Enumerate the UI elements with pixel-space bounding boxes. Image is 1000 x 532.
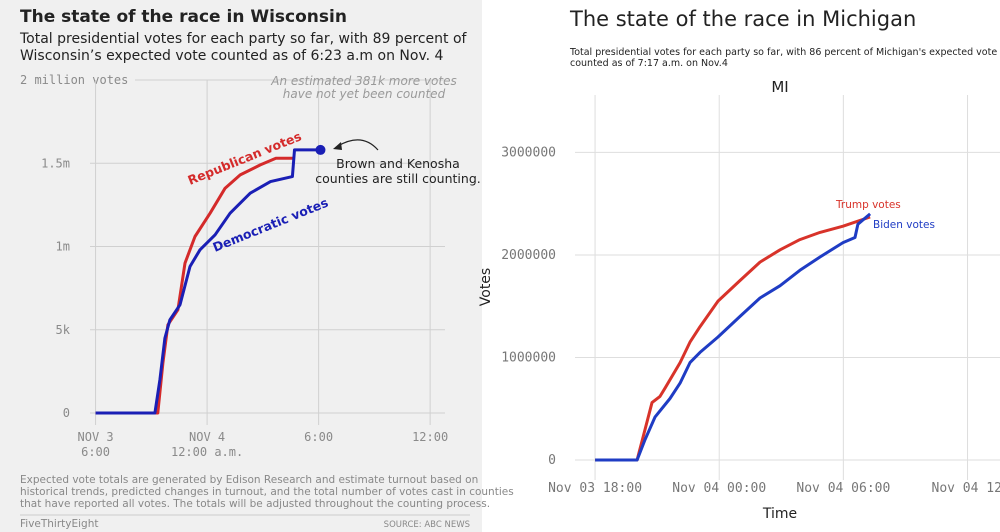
annotation: An estimated 381k more votes have not yet… <box>270 74 456 101</box>
credit: FiveThirtyEight <box>20 518 99 530</box>
text-line: 6:00 <box>304 430 333 444</box>
annotation: Brown and Kenosha counties are still coun… <box>315 156 480 186</box>
text-line: counted as of 7:17 a.m. on Nov.4 <box>570 58 728 69</box>
chart-title: The state of the race in Wisconsin <box>20 7 347 27</box>
plot-title: MI <box>771 78 788 96</box>
chart-title: The state of the race in Michigan <box>569 7 916 31</box>
text-line: 1.5m <box>41 156 70 170</box>
y-tick-label: 2000000 <box>501 248 556 263</box>
x-tick-label: 12:00 <box>412 430 448 444</box>
text-line: Nov 04 06:00 <box>796 481 890 496</box>
text-line: The state of the race in Wisconsin <box>20 7 347 27</box>
text-line: Nov 03 18:00 <box>548 481 642 496</box>
y-tick-label: 1m <box>56 240 70 254</box>
text-line: Biden votes <box>873 219 935 231</box>
y-tick-label: 2 million votes <box>20 73 128 87</box>
y-tick-label: 0 <box>63 406 70 420</box>
x-tick-label: NOV 3 6:00 <box>78 430 114 459</box>
x-tick-label: Nov 04 12: <box>932 481 1000 496</box>
text-line: 1000000 <box>501 350 556 365</box>
text-line: 1m <box>56 240 70 254</box>
michigan-chart: The state of the race in Michigan Total p… <box>478 7 1000 522</box>
series-label: Trump votes <box>835 199 901 211</box>
text-line: FiveThirtyEight <box>20 518 99 530</box>
text-line: Time <box>762 506 797 522</box>
text-line: NOV 4 <box>189 430 225 444</box>
text-line: Votes <box>478 268 494 306</box>
series-line <box>595 212 872 462</box>
text-line: MI <box>771 78 788 96</box>
series-line <box>595 215 871 462</box>
series-label: Biden votes <box>873 219 935 231</box>
text-line: SOURCE: ABC NEWS <box>384 520 470 530</box>
text-line: Total presidential votes for each party … <box>19 31 468 47</box>
text-line: Brown and Kenosha <box>336 156 460 171</box>
series-line <box>95 148 321 415</box>
x-tick-label: 6:00 <box>304 430 333 444</box>
text-line: 0 <box>63 406 70 420</box>
x-tick-label: Nov 04 00:00 <box>672 481 766 496</box>
text-line: NOV 3 <box>78 430 114 444</box>
text-line: that have reported all votes. The totals… <box>20 498 490 510</box>
source: SOURCE: ABC NEWS <box>384 520 470 530</box>
arrow-head <box>333 142 342 150</box>
x-tick-label: Nov 04 06:00 <box>796 481 890 496</box>
left-panel <box>0 0 482 532</box>
right-panel <box>482 0 1000 532</box>
y-tick-label: 5k <box>56 323 71 337</box>
text-line: Nov 04 00:00 <box>672 481 766 496</box>
text-line: Total presidential votes for each party … <box>569 47 997 58</box>
text-line: 12:00 a.m. <box>171 445 243 459</box>
chart-subtitle: Total presidential votes for each party … <box>569 47 997 69</box>
text-line: Nov 04 12: <box>932 481 1000 496</box>
text-line: 3000000 <box>501 145 556 160</box>
text-line: historical trends, predicted changes in … <box>20 486 514 498</box>
y-tick-label: 0 <box>548 453 556 468</box>
text-line: 12:00 <box>412 430 448 444</box>
x-tick-label: Nov 03 18:00 <box>548 481 642 496</box>
x-axis-label: Time <box>762 506 797 522</box>
end-dot <box>315 144 326 155</box>
chart-subtitle: Total presidential votes for each party … <box>19 31 468 64</box>
annotation-arrow <box>337 139 379 151</box>
text-line: Wisconsin’s expected vote counted as of … <box>20 48 444 64</box>
y-axis-label: Votes <box>478 268 494 306</box>
text-line: counties are still counting. <box>315 171 480 186</box>
text-line: 2000000 <box>501 248 556 263</box>
text-line: Expected vote totals are generated by Ed… <box>20 474 478 486</box>
text-line: The state of the race in Michigan <box>569 7 916 31</box>
text-line: Trump votes <box>835 199 901 211</box>
text-line: An estimated 381k more votes <box>270 74 456 88</box>
footnote: Expected vote totals are generated by Ed… <box>20 474 514 510</box>
text-line: 5k <box>56 323 71 337</box>
x-tick-label: NOV 4 12:00 a.m. <box>171 430 243 459</box>
text-line: 6:00 <box>81 445 110 459</box>
y-tick-label: 1.5m <box>41 156 70 170</box>
text-line: 2 million votes <box>20 73 128 87</box>
y-tick-label: 1000000 <box>501 350 556 365</box>
y-tick-label: 3000000 <box>501 145 556 160</box>
series-line <box>95 156 293 415</box>
text-line: have not yet been counted <box>283 87 446 101</box>
text-line: 0 <box>548 453 556 468</box>
